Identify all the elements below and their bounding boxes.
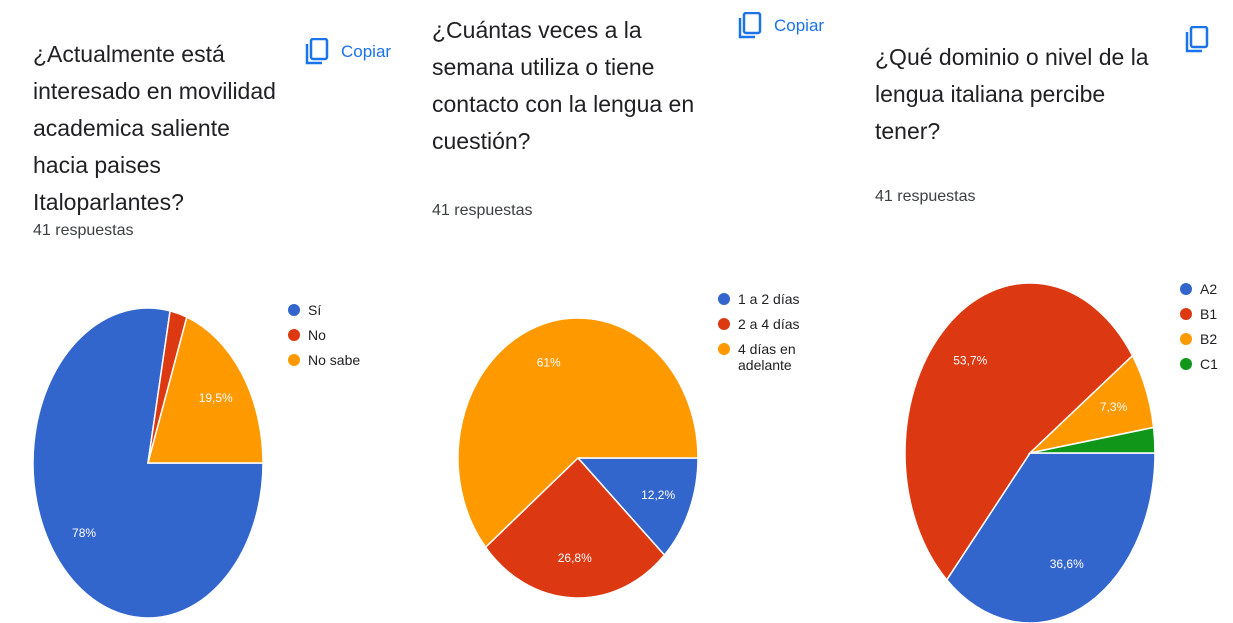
copy-button[interactable]: Copiar: [738, 12, 824, 39]
legend: 1 a 2 días 2 a 4 días 4 días en adelante: [718, 291, 800, 382]
legend-dot: [288, 304, 300, 316]
legend-dot: [288, 354, 300, 366]
legend-dot: [1180, 333, 1192, 345]
response-count: 41 respuestas: [875, 188, 976, 205]
legend-label: Sí: [308, 302, 322, 318]
copy-label: Copiar: [774, 15, 825, 35]
legend-item: No: [288, 327, 408, 343]
slice-label: 12,2%: [641, 488, 675, 502]
legend-item: A2: [1180, 281, 1230, 297]
legend-label: 2 a 4 días: [738, 316, 800, 332]
legend-dot: [718, 293, 730, 305]
slice-label: 36,6%: [1050, 557, 1084, 571]
copy-button[interactable]: Copiar: [305, 38, 391, 65]
copy-icon: [305, 38, 329, 65]
pie-slice: [945, 452, 1156, 623]
question-title: ¿Cuántas veces a la semana utiliza o tie…: [432, 17, 695, 154]
legend-label: 1 a 2 días: [738, 291, 800, 307]
legend-item: No sabe: [288, 352, 408, 368]
slice-label: 61%: [537, 355, 561, 369]
legend-item: B2: [1180, 331, 1230, 347]
legend-dot: [718, 343, 730, 355]
legend-label: 4 días en adelante: [738, 341, 796, 373]
slice-label: 7,3%: [1100, 400, 1128, 414]
legend-dot: [718, 318, 730, 330]
legend-label: B2: [1200, 331, 1218, 347]
response-count: 41 respuestas: [33, 222, 134, 239]
legend-label: B1: [1200, 306, 1218, 322]
question-title: ¿Actualmente está interesado en movilida…: [33, 41, 276, 215]
legend-item: Sí: [288, 302, 408, 318]
pie-slice: [484, 456, 666, 599]
slice-label: 53,7%: [953, 354, 987, 368]
legend-item: 4 días en adelante: [718, 341, 800, 373]
response-count: 41 respuestas: [432, 202, 533, 219]
copy-button[interactable]: [1185, 26, 1221, 53]
legend: Sí No No sabe: [288, 302, 408, 377]
copy-icon: [738, 12, 762, 39]
slice-label: 19,5%: [199, 391, 233, 405]
question-title: ¿Qué dominio o nivel de la lengua italia…: [875, 44, 1149, 144]
legend-label: No sabe: [308, 352, 361, 368]
legend-label: C1: [1200, 356, 1218, 372]
copy-icon: [1185, 26, 1209, 53]
copy-label: Copiar: [341, 41, 392, 61]
legend: A2 B1 B2 C1: [1180, 281, 1230, 381]
legend-dot: [288, 329, 300, 341]
legend-dot: [1180, 283, 1192, 295]
slice-label: 78%: [72, 526, 96, 540]
legend-item: 2 a 4 días: [718, 316, 800, 332]
pie-slice: [457, 317, 699, 549]
legend-dot: [1180, 358, 1192, 370]
legend-label: A2: [1200, 281, 1218, 297]
pie-slice: [576, 457, 699, 557]
legend-dot: [1180, 308, 1192, 320]
pie-slice: [32, 307, 264, 619]
legend-item: B1: [1180, 306, 1230, 322]
legend-item: C1: [1180, 356, 1230, 372]
slice-label: 26,8%: [558, 551, 592, 565]
pie-slice: [1029, 426, 1156, 454]
pie-slice: [147, 316, 264, 464]
legend-item: 1 a 2 días: [718, 291, 800, 307]
pie-slice: [904, 282, 1134, 582]
legend-label: No: [308, 327, 326, 343]
